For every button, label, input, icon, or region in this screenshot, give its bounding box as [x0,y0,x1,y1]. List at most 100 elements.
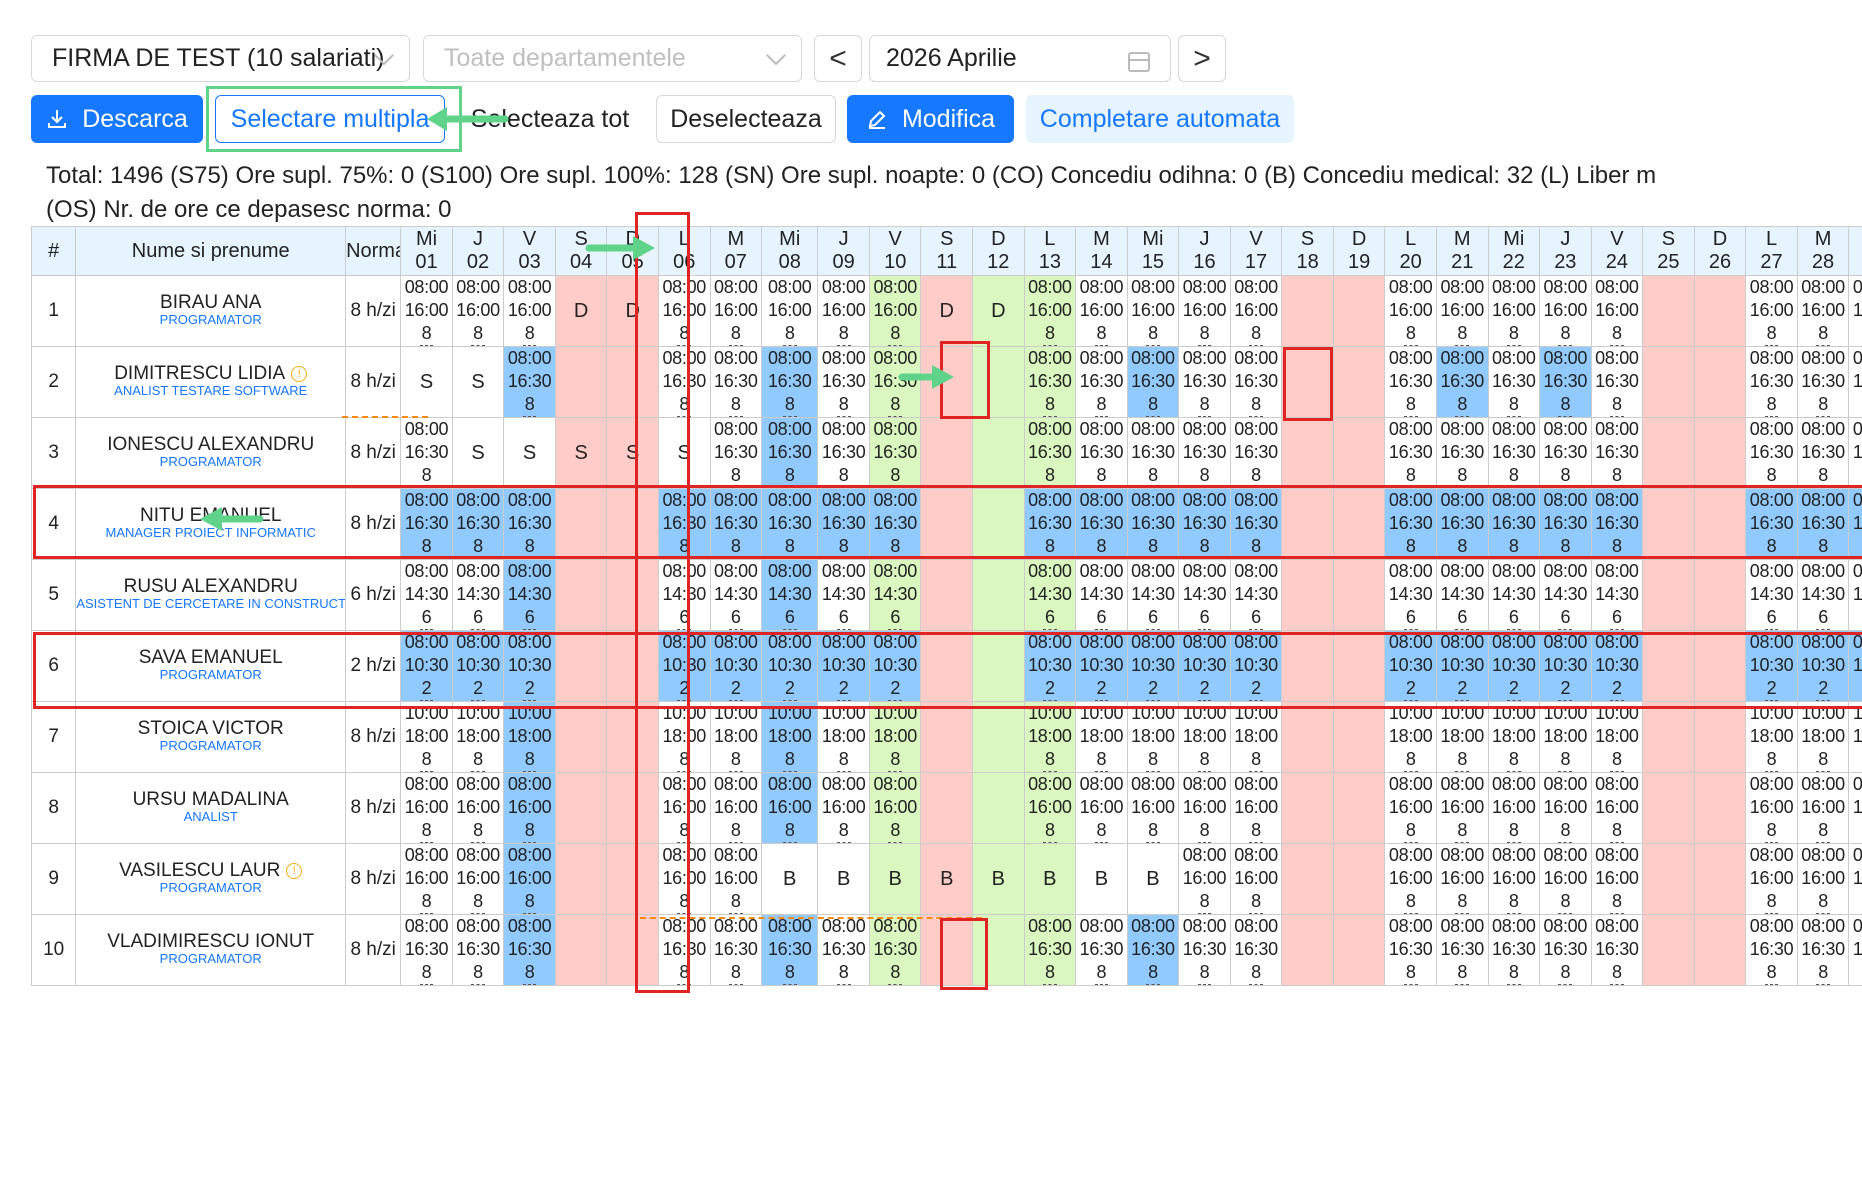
day-cell[interactable] [1281,843,1334,915]
day-cell[interactable] [606,772,659,844]
day-cell[interactable] [1332,275,1386,347]
day-cell[interactable] [920,701,974,773]
month-picker[interactable]: 2026 Aprilie [869,35,1171,82]
day-header-15[interactable]: Mi 15 [1126,226,1180,276]
day-cell[interactable] [1693,559,1747,631]
day-cell[interactable] [1642,488,1695,560]
day-header-06[interactable]: L 06 [657,226,711,276]
employee-cell[interactable]: SAVA EMANUEL PROGRAMATOR [75,630,347,702]
day-cell[interactable] [606,630,659,702]
day-cell[interactable] [920,630,974,702]
employee-cell[interactable]: IONESCU ALEXANDRU PROGRAMATOR [75,417,347,489]
day-cell[interactable] [1281,701,1334,773]
day-cell[interactable] [1281,417,1334,489]
day-cell[interactable]: S [400,346,453,418]
day-cell[interactable] [1642,701,1695,773]
day-cell[interactable] [554,559,608,631]
day-cell[interactable]: D [972,275,1025,347]
day-cell[interactable]: D [554,275,608,347]
day-header-08[interactable]: Mi 08 [761,226,819,276]
day-cell[interactable] [1693,914,1747,986]
day-cell[interactable]: D [920,275,974,347]
day-cell[interactable] [1332,417,1386,489]
day-header-26[interactable]: D 26 [1693,226,1747,276]
employee-cell[interactable]: VLADIMIRESCU IONUT PROGRAMATOR [75,914,347,986]
day-cell[interactable] [920,417,974,489]
employee-cell[interactable]: RUSU ALEXANDRU ASISTENT DE CERCETARE IN C… [75,559,347,631]
day-cell[interactable] [920,488,974,560]
day-cell[interactable] [1642,559,1695,631]
day-cell[interactable] [606,914,659,986]
day-cell[interactable] [1642,843,1695,915]
day-cell[interactable] [554,701,608,773]
day-cell[interactable]: B [761,843,819,915]
day-cell[interactable]: B [1023,843,1077,915]
day-cell[interactable] [1693,772,1747,844]
employee-cell[interactable]: URSU MADALINA ANALIST [75,772,347,844]
day-cell[interactable] [1693,417,1747,489]
day-header-20[interactable]: L 20 [1384,226,1437,276]
day-cell[interactable] [1642,772,1695,844]
day-cell[interactable]: B [868,843,922,915]
day-cell[interactable] [1693,843,1747,915]
